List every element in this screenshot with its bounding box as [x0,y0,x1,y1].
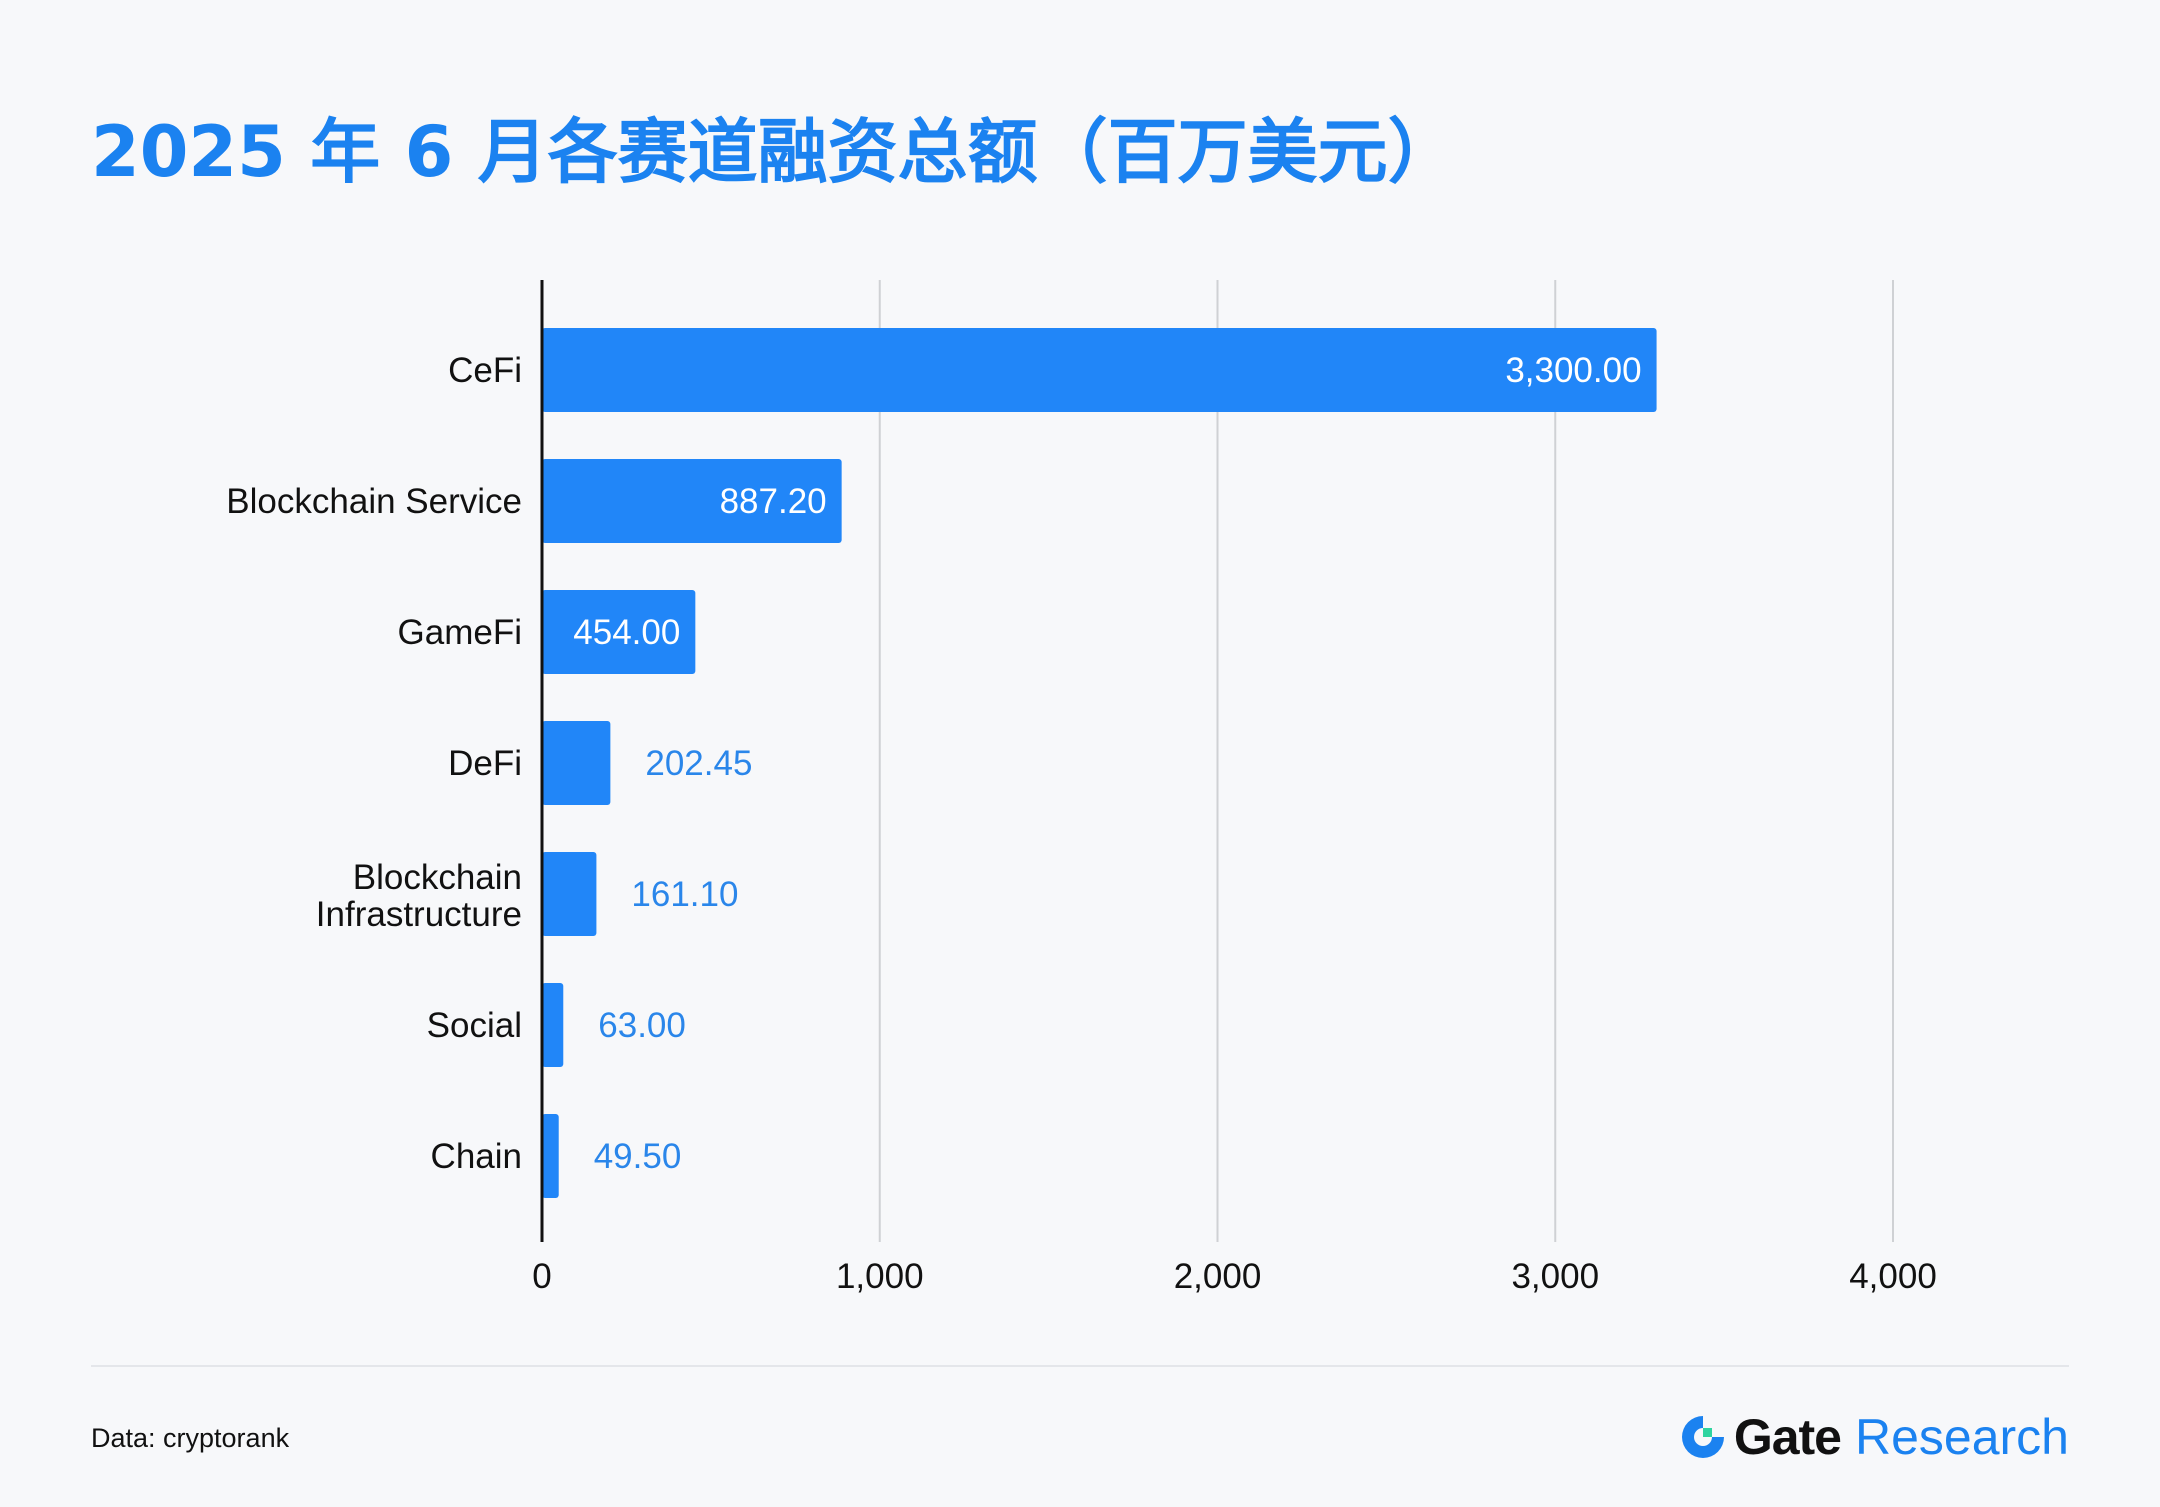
bar-4 [542,852,597,936]
category-label-6: Chain [431,1137,522,1176]
brand-logo: Gate Research [1678,1405,2069,1469]
category-label-1: Blockchain Service [226,482,522,521]
x-tick-label-3: 3,000 [1511,1257,1599,1296]
brand-name: Gate [1733,1409,1842,1465]
x-tick-label-1: 1,000 [836,1257,924,1296]
bar-2 [542,590,696,674]
category-label-5: Social [427,1006,522,1045]
footer-divider [91,1365,2069,1367]
category-label-2: GameFi [398,613,522,652]
bar-6 [542,1114,559,1198]
value-label-4: 161.10 [631,875,738,914]
x-tick-label-2: 2,000 [1174,1257,1262,1296]
data-source-note: Data: cryptorank [91,1423,290,1453]
category-label-4: Blockchain Infrastructure [316,858,522,934]
category-label-3: DeFi [448,744,522,783]
value-label-2: 454.00 [573,613,680,652]
value-label-5: 63.00 [598,1006,686,1045]
bar-1 [542,459,842,543]
value-label-1: 887.20 [720,482,827,521]
bar-chart: 3,300.00 CeFi 887.20 Blockchain Service 454.… [226,280,1937,1296]
bar-3 [542,721,611,805]
bar-5 [542,983,564,1067]
x-tick-label-4: 4,000 [1849,1257,1937,1296]
brand-subtitle: Research [1855,1409,2069,1465]
gate-logo-icon [1681,1416,1724,1458]
value-label-3: 202.45 [645,744,752,783]
x-tick-label-0: 0 [532,1257,551,1296]
category-label-0: CeFi [448,351,522,390]
value-label-0: 3,300.00 [1505,351,1641,390]
chart-title: 2025 年 6 月各赛道融资总额（百万美元） [91,111,1458,193]
value-label-6: 49.50 [594,1137,682,1176]
bar-0 [542,328,1657,412]
